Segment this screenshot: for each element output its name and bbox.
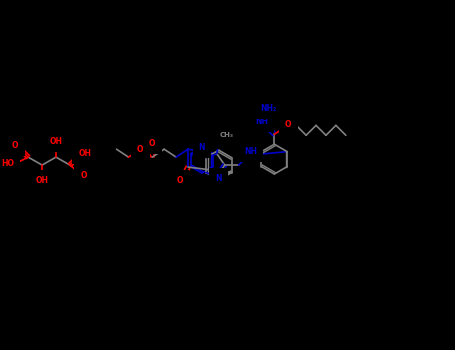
Text: NH: NH xyxy=(255,117,268,126)
Text: O: O xyxy=(149,139,156,148)
Text: OH: OH xyxy=(50,137,62,146)
Text: O: O xyxy=(137,145,144,154)
Text: O: O xyxy=(177,176,183,186)
Text: OH: OH xyxy=(35,176,49,186)
Text: NH: NH xyxy=(244,147,257,156)
Text: O: O xyxy=(12,141,19,150)
Text: N: N xyxy=(199,143,205,152)
Text: OH: OH xyxy=(78,149,91,158)
Text: O: O xyxy=(81,170,87,180)
Text: HO: HO xyxy=(1,159,14,168)
Text: CH₃: CH₃ xyxy=(220,132,234,138)
Text: NH₂: NH₂ xyxy=(260,104,277,113)
Text: N: N xyxy=(216,134,222,143)
Text: O: O xyxy=(285,120,292,129)
Text: N: N xyxy=(216,174,222,183)
